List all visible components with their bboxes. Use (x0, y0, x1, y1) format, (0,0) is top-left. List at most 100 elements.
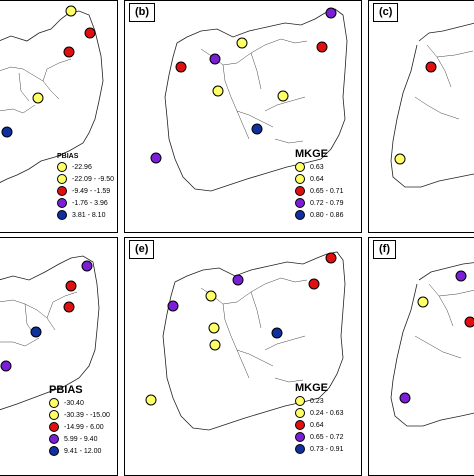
watershed-boundary (164, 8, 348, 192)
river-network (200, 38, 308, 144)
watershed-map-e (145, 251, 346, 431)
station-marker (394, 153, 406, 165)
panel-label-b: (b) (129, 3, 156, 22)
station-marker (63, 46, 75, 58)
watershed-boundary (390, 262, 474, 427)
legend-swatch (57, 186, 67, 196)
river-network (414, 44, 474, 120)
legend-swatch (295, 408, 305, 418)
legend-swatch (57, 174, 67, 184)
station-marker (205, 290, 217, 302)
legend-label: 0.80 - 0.86 (310, 211, 344, 219)
watershed-boundary (162, 251, 346, 431)
station-marker (455, 270, 467, 282)
legend-swatch (295, 162, 305, 172)
watershed-map-f (390, 262, 474, 427)
legend-item: 0.63 (295, 161, 343, 173)
station-marker (150, 152, 162, 164)
station-marker (65, 280, 77, 292)
station-marker (30, 326, 42, 338)
legend-b: MKGE 0.63 0.64 0.65 - 0.71 0.72 - 0.79 0… (295, 148, 343, 221)
station-marker (209, 339, 221, 351)
station-marker (0, 360, 12, 372)
map-panel-b: (b) MKGE 0.63 0.64 0.65 - 0.71 0.72 - 0.… (124, 0, 362, 233)
panel-label-c: (c) (373, 3, 399, 22)
station-marker (236, 37, 248, 49)
legend-swatch (49, 434, 59, 444)
station-marker (65, 5, 77, 17)
station-marker (425, 61, 437, 73)
legend-item: -9.49 - -1.59 (57, 185, 114, 197)
legend-label: 0.73 - 0.91 (310, 445, 344, 453)
station-marker (277, 90, 289, 102)
legend-item: -30.40 (49, 397, 110, 409)
legend-a: PBIAS -22.96 -22.09 - -9.50 -9.49 - -1.5… (57, 153, 114, 221)
map-panel-a: PBIAS -22.96 -22.09 - -9.50 -9.49 - -1.5… (0, 0, 118, 233)
legend-label: -30.40 (64, 399, 84, 407)
legend-item: -30.39 - -15.00 (49, 409, 110, 421)
watershed-map-d (0, 255, 100, 411)
legend-swatch (295, 420, 305, 430)
legend-item: -22.96 (57, 161, 114, 173)
station-marker (81, 260, 93, 272)
station-marker (232, 274, 244, 286)
station-marker (417, 296, 429, 308)
station-marker (308, 278, 320, 290)
legend-title: MKGE (295, 382, 328, 394)
legend-swatch (49, 422, 59, 432)
legend-swatch (49, 398, 59, 408)
station-marker (84, 27, 96, 39)
legend-title: MKGE (295, 148, 328, 160)
legend-swatch (295, 210, 305, 220)
legend-item: 0.23 (295, 395, 343, 407)
map-panel-e: (e) MKGE 0.23 0.24 - 0.63 0.64 0.65 - 0.… (124, 237, 362, 476)
panel-label-e: (e) (129, 240, 155, 259)
legend-title: PBIAS (57, 153, 79, 160)
river-network (414, 283, 474, 359)
river-network (0, 291, 78, 347)
legend-item: 0.65 - 0.72 (295, 431, 343, 443)
station-marker (464, 316, 474, 328)
legend-label: 0.23 (310, 397, 324, 405)
station-marker (175, 61, 187, 73)
river-network (0, 58, 72, 114)
legend-label: 0.65 - 0.71 (310, 187, 344, 195)
station-marker (63, 301, 75, 313)
legend-swatch (49, 410, 59, 420)
legend-swatch (295, 186, 305, 196)
legend-swatch (295, 444, 305, 454)
legend-label: 9.41 - 12.00 (64, 447, 102, 455)
legend-item: -1.76 - 3.96 (57, 197, 114, 209)
watershed-boundary (390, 22, 474, 188)
legend-label: 5.99 - 9.40 (64, 435, 98, 443)
station-marker (145, 394, 157, 406)
legend-label: 0.64 (310, 421, 324, 429)
watershed-map-b (150, 7, 348, 192)
legend-swatch (57, 162, 67, 172)
station-marker (167, 300, 179, 312)
watershed-map-c (390, 22, 474, 188)
legend-swatch (57, 210, 67, 220)
legend-e: MKGE 0.23 0.24 - 0.63 0.64 0.65 - 0.72 0… (295, 382, 343, 455)
legend-label: -9.49 - -1.59 (72, 187, 111, 195)
panel-label-f: (f) (373, 240, 396, 259)
station-marker (1, 126, 13, 138)
map-panel-f: (f) (368, 237, 474, 476)
legend-item: 0.24 - 0.63 (295, 407, 343, 419)
legend-item: 0.73 - 0.91 (295, 443, 343, 455)
watershed-boundary (0, 255, 100, 411)
legend-item: -14.99 - 6.00 (49, 421, 110, 433)
legend-item: 0.72 - 0.79 (295, 197, 343, 209)
station-marker (32, 92, 44, 104)
station-marker (271, 327, 283, 339)
legend-label: -22.09 - -9.50 (72, 175, 115, 183)
station-marker (325, 7, 337, 19)
legend-swatch (57, 198, 67, 208)
legend-label: -30.39 - -15.00 (64, 411, 110, 419)
legend-label: -1.76 - 3.96 (72, 199, 108, 207)
legend-item: 3.81 - 8.10 (57, 209, 114, 221)
station-marker (208, 322, 220, 334)
station-marker (316, 41, 328, 53)
legend-item: 0.80 - 0.86 (295, 209, 343, 221)
legend-d: PBIAS -30.40 -30.39 - -15.00 -14.99 - 6.… (49, 384, 110, 457)
